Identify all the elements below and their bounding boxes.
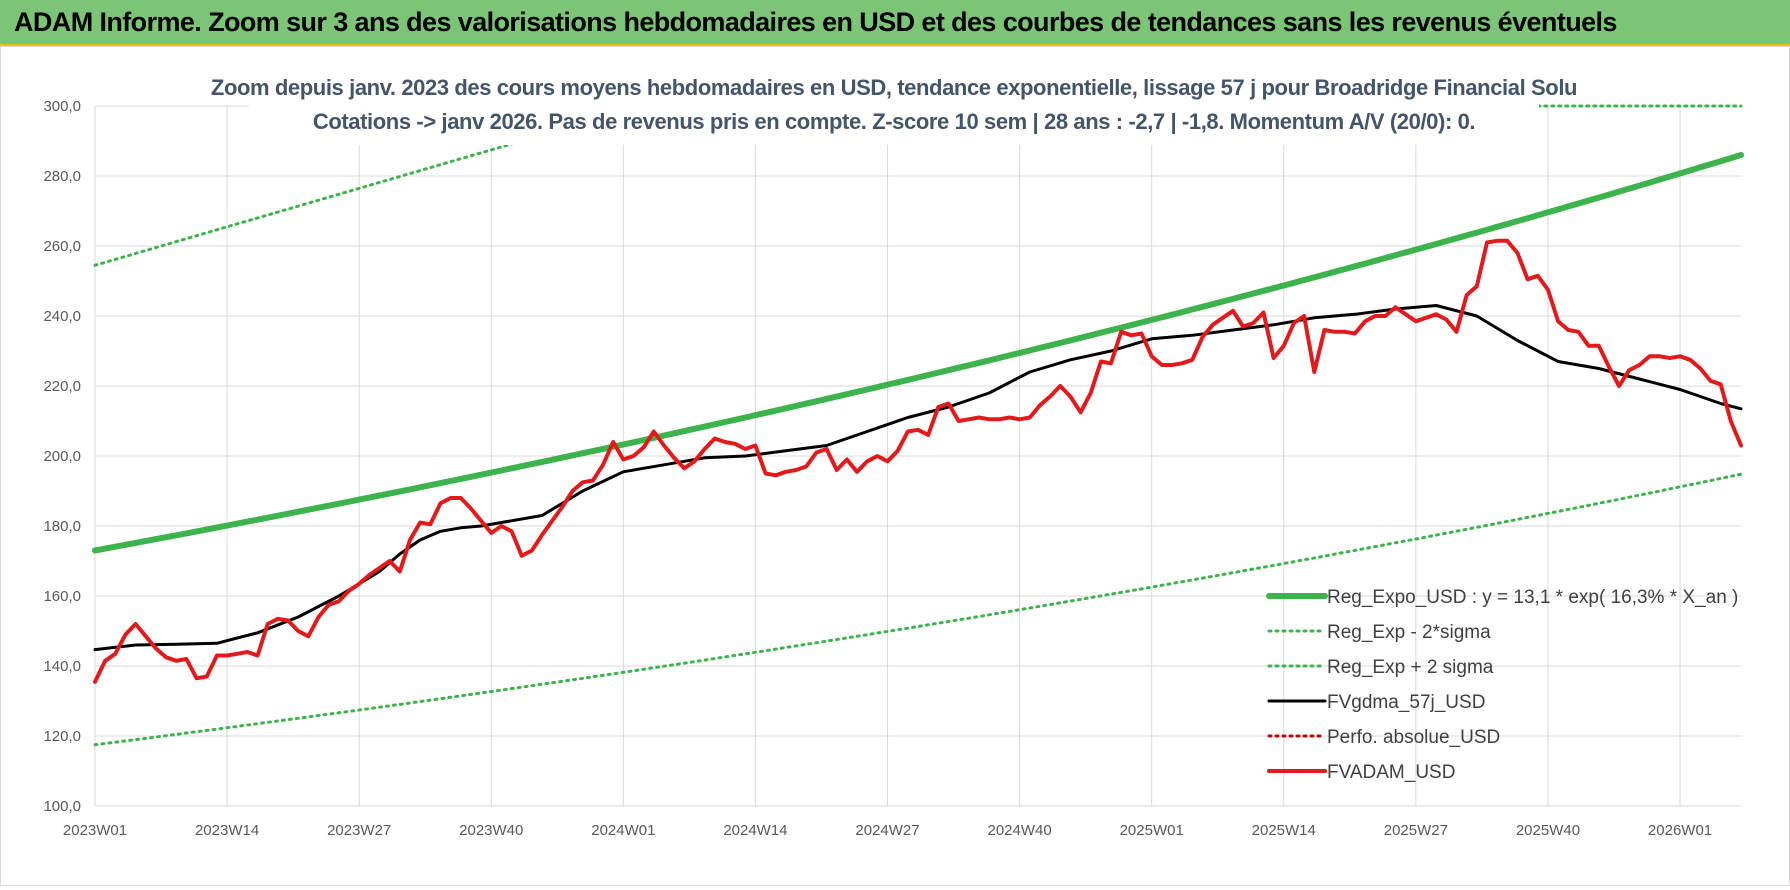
y-tick-label: 140,0 xyxy=(43,658,81,675)
x-tick-label: 2023W27 xyxy=(327,822,391,839)
legend-entry: FVADAM_USD xyxy=(1327,762,1455,783)
x-tick-label: 2026W01 xyxy=(1648,822,1712,839)
y-tick-label: 260,0 xyxy=(43,238,81,255)
x-tick-label: 2025W27 xyxy=(1384,822,1448,839)
legend-entry: Reg_Exp - 2*sigma xyxy=(1327,622,1491,643)
y-tick-label: 240,0 xyxy=(43,308,81,325)
chart-gridlines xyxy=(94,105,1741,807)
y-tick-label: 220,0 xyxy=(43,378,81,395)
y-tick-label: 200,0 xyxy=(43,448,81,465)
x-tick-label: 2024W14 xyxy=(723,822,787,839)
y-tick-label: 300,0 xyxy=(43,98,81,115)
x-tick-label: 2023W14 xyxy=(195,822,259,839)
legend-entry: Reg_Expo_USD : y = 13,1 * exp( 16,3% * X… xyxy=(1327,587,1738,608)
y-axis-ticks: 100,0 120,0 140,0 160,0 180,0 200,0 220,0 240,0… xyxy=(43,98,81,815)
legend-entry: Perfo. absolue_USD xyxy=(1327,727,1500,748)
y-tick-label: 100,0 xyxy=(43,798,81,815)
series-line xyxy=(93,238,1743,684)
legend-entry: FVgdma_57j_USD xyxy=(1327,692,1485,713)
series-line xyxy=(93,139,524,267)
y-tick-label: 120,0 xyxy=(43,728,81,745)
x-axis-ticks: 2023W01 2023W14 2023W27 2023W40 2024W01 2024W… xyxy=(63,822,1712,839)
x-tick-label: 2025W01 xyxy=(1120,822,1184,839)
chart-area: 100,0 120,0 140,0 160,0 180,0 200,0 220,0 240,0… xyxy=(0,46,1790,886)
y-tick-label: 180,0 xyxy=(43,518,81,535)
report-title: ADAM Informe. Zoom sur 3 ans des valoris… xyxy=(14,7,1617,37)
y-tick-label: 280,0 xyxy=(43,168,81,185)
chart-legend: Reg_Expo_USD : y = 13,1 * exp( 16,3% * X… xyxy=(1266,587,1738,783)
series-line xyxy=(92,152,1744,554)
legend-entry: Reg_Exp + 2 sigma xyxy=(1327,657,1494,678)
series-line xyxy=(93,472,1743,747)
x-tick-label: 2023W40 xyxy=(459,822,523,839)
line-chart: 100,0 120,0 140,0 160,0 180,0 200,0 220,0 240,0… xyxy=(43,67,1744,839)
chart-series xyxy=(92,104,1744,747)
x-tick-label: 2024W40 xyxy=(987,822,1051,839)
y-tick-label: 160,0 xyxy=(43,588,81,605)
x-tick-label: 2024W27 xyxy=(855,822,919,839)
chart-title: Zoom depuis janv. 2023 des cours moyens … xyxy=(211,75,1577,100)
chart-title-box: Zoom depuis janv. 2023 des cours moyens … xyxy=(211,67,1577,145)
x-tick-label: 2023W01 xyxy=(63,822,127,839)
chart-subtitle: Cotations -> janv 2026. Pas de revenus p… xyxy=(313,109,1475,134)
report-banner: ADAM Informe. Zoom sur 3 ans des valoris… xyxy=(0,0,1790,46)
x-tick-label: 2025W40 xyxy=(1516,822,1580,839)
x-tick-label: 2025W14 xyxy=(1252,822,1316,839)
x-tick-label: 2024W01 xyxy=(591,822,655,839)
